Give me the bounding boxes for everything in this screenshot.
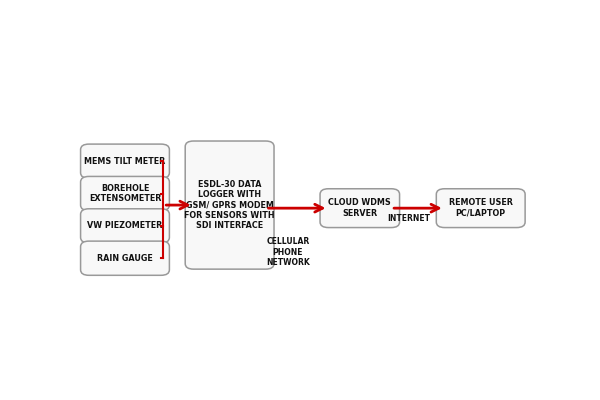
FancyBboxPatch shape (320, 189, 400, 228)
FancyBboxPatch shape (80, 209, 169, 243)
Text: BOREHOLE
EXTENSOMETER: BOREHOLE EXTENSOMETER (89, 184, 161, 203)
FancyBboxPatch shape (185, 141, 274, 269)
FancyBboxPatch shape (80, 176, 169, 211)
Text: ESDL-30 DATA
LOGGER WITH
GSM/ GPRS MODEM
FOR SENSORS WITH
SDI INTERFACE: ESDL-30 DATA LOGGER WITH GSM/ GPRS MODEM… (184, 180, 275, 230)
Text: INTERNET: INTERNET (388, 214, 430, 223)
FancyBboxPatch shape (80, 241, 169, 275)
Text: CLOUD WDMS
SERVER: CLOUD WDMS SERVER (328, 198, 391, 218)
Text: RAIN GAUGE: RAIN GAUGE (97, 254, 153, 263)
Text: CELLULAR
PHONE
NETWORK: CELLULAR PHONE NETWORK (266, 238, 310, 267)
FancyBboxPatch shape (80, 144, 169, 178)
Text: VW PIEZOMETER: VW PIEZOMETER (88, 221, 163, 230)
Text: REMOTE USER
PC/LAPTOP: REMOTE USER PC/LAPTOP (449, 198, 512, 218)
Text: MEMS TILT METER: MEMS TILT METER (85, 157, 166, 166)
FancyBboxPatch shape (436, 189, 525, 228)
